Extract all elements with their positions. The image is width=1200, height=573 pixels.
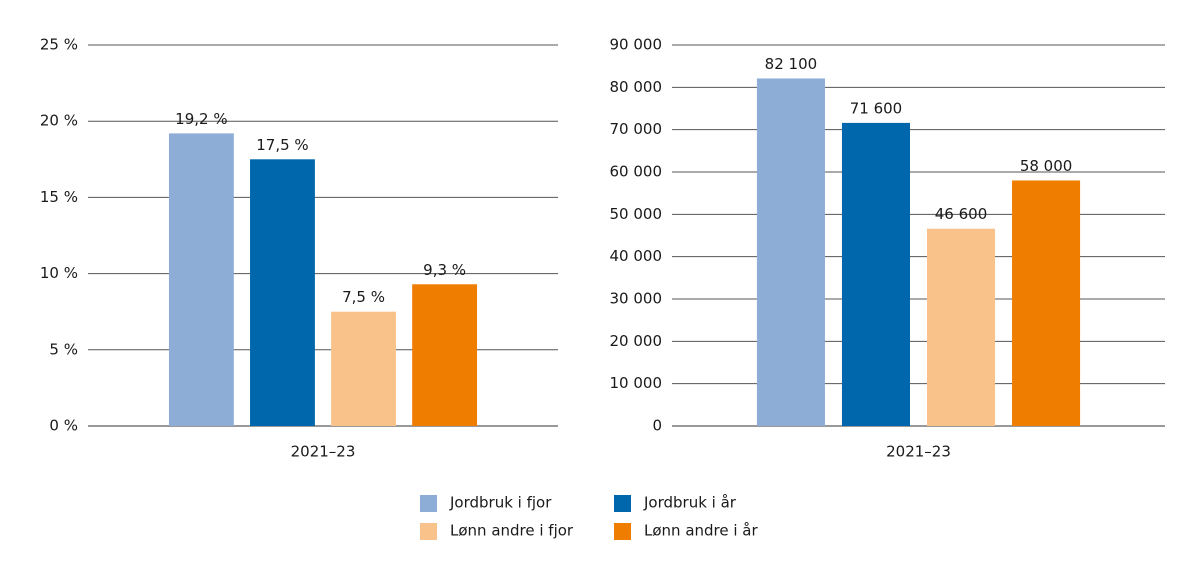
- x-tick-label: 2021–23: [886, 443, 951, 461]
- value-label: 71 600: [850, 99, 903, 117]
- y-tick-label: 0: [652, 417, 662, 435]
- y-tick-label: 20 %: [40, 112, 78, 130]
- y-tick-label: 80 000: [610, 78, 663, 96]
- value-label: 82 100: [765, 55, 818, 73]
- bar: [927, 228, 996, 426]
- y-tick-label: 20 000: [610, 332, 663, 350]
- x-tick-label: 2021–23: [291, 443, 356, 461]
- value-label: 17,5 %: [256, 136, 308, 154]
- bar: [168, 133, 234, 426]
- bar: [841, 122, 910, 426]
- y-tick-label: 0 %: [49, 417, 78, 435]
- bar: [250, 159, 315, 427]
- legend-swatch: [614, 495, 631, 512]
- y-tick-label: 30 000: [610, 290, 663, 308]
- y-tick-label: 5 %: [49, 340, 78, 358]
- bar: [1012, 180, 1081, 426]
- value-label: 19,2 %: [175, 110, 227, 128]
- y-tick-label: 90 000: [610, 36, 663, 54]
- y-tick-label: 25 %: [40, 36, 78, 54]
- legend-swatch: [420, 495, 437, 512]
- value-label: 46 600: [935, 205, 988, 223]
- legend-swatch: [614, 523, 631, 540]
- bar: [412, 284, 478, 426]
- y-tick-label: 60 000: [610, 163, 663, 181]
- y-tick-label: 40 000: [610, 247, 663, 265]
- legend-label: Jordbruk i år: [643, 494, 737, 512]
- legend-label: Jordbruk i fjor: [449, 494, 552, 512]
- legend-label: Lønn andre i år: [644, 522, 758, 540]
- legend-swatch: [420, 523, 437, 540]
- value-label: 58 000: [1020, 157, 1073, 175]
- bar: [756, 78, 825, 427]
- y-tick-label: 50 000: [610, 205, 663, 223]
- y-tick-label: 15 %: [40, 188, 78, 206]
- value-label: 7,5 %: [342, 288, 385, 306]
- legend-label: Lønn andre i fjor: [450, 522, 574, 540]
- y-tick-label: 70 000: [610, 120, 663, 138]
- value-label: 9,3 %: [423, 261, 466, 279]
- y-tick-label: 10 000: [610, 374, 663, 392]
- y-tick-label: 10 %: [40, 264, 78, 282]
- bar: [331, 311, 396, 426]
